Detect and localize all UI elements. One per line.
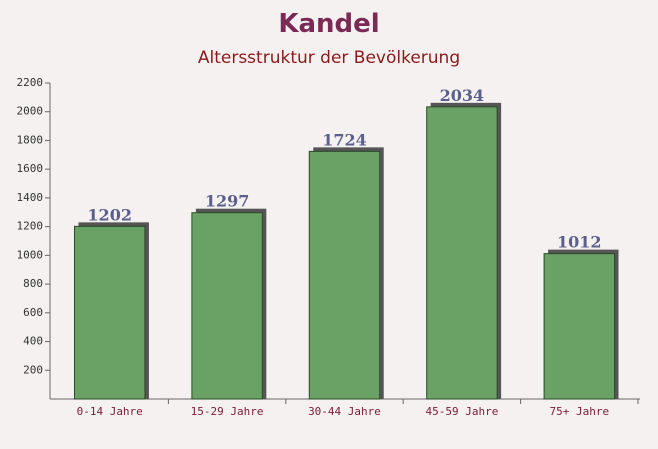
value-label: 1012 (557, 233, 602, 252)
y-tick-label: 200 (23, 363, 43, 376)
value-label: 1297 (205, 192, 250, 211)
x-tick-label: 0-14 Jahre (77, 405, 143, 418)
value-label: 1202 (87, 205, 132, 224)
bar (191, 212, 263, 400)
bar (426, 106, 498, 400)
x-tick-label: 45-59 Jahre (425, 405, 498, 418)
y-tick-label: 1000 (17, 248, 44, 261)
value-label: 1724 (322, 130, 367, 149)
bar (308, 150, 381, 400)
y-tick-label: 2000 (17, 105, 44, 118)
bar (543, 253, 616, 400)
x-tick-label: 75+ Jahre (549, 405, 609, 418)
y-tick-label: 400 (23, 335, 43, 348)
y-tick-label: 1600 (17, 162, 44, 175)
y-tick-label: 600 (23, 306, 43, 319)
x-tick-label: 30-44 Jahre (308, 405, 381, 418)
x-tick-label: 15-29 Jahre (191, 405, 264, 418)
y-tick-label: 2200 (17, 76, 44, 89)
y-tick-label: 1400 (17, 191, 44, 204)
bar (73, 225, 146, 400)
y-tick-label: 800 (23, 277, 43, 290)
chart-title: Kandel (278, 9, 379, 39)
y-tick-label: 1800 (17, 133, 44, 146)
chart-subtitle: Altersstruktur der Bevölkerung (198, 48, 460, 68)
y-tick-label: 1200 (17, 220, 44, 233)
value-label: 2034 (440, 86, 485, 105)
